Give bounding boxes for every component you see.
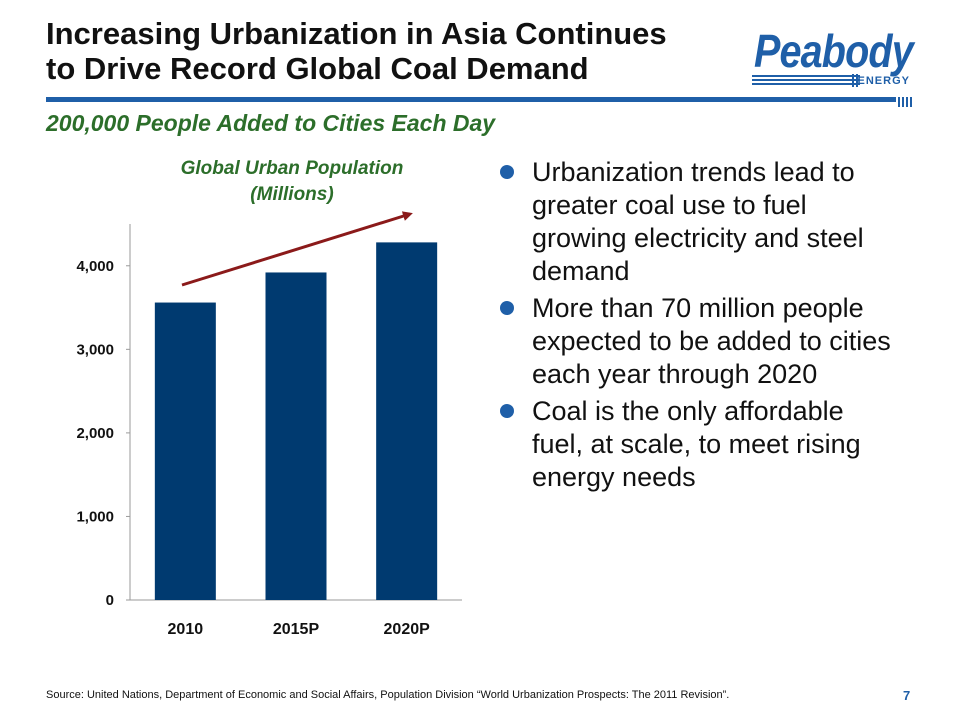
y-tick-label: 2,000 xyxy=(76,425,114,442)
chart-labels: 0 1,000 2,000 3,000 4,000 2010 2015P 2020P xyxy=(76,258,430,638)
bar-2015p xyxy=(265,272,327,600)
bullet-list: Urbanization trends lead to greater coal… xyxy=(498,156,898,498)
slide-title-line2: to Drive Record Global Coal Demand xyxy=(46,51,589,86)
bullet-text: More than 70 million people expected to … xyxy=(532,293,891,389)
bullet-dot-icon xyxy=(500,301,514,315)
header-rule-ticks-icon xyxy=(898,97,912,107)
bullet-item: Coal is the only affordable fuel, at sca… xyxy=(498,395,898,494)
logo-energy-text: ENERGY xyxy=(857,75,910,87)
logo-energy-bar: ENERGY xyxy=(752,74,916,88)
y-tick-label: 1,000 xyxy=(76,508,114,525)
chart-title-line2: (Millions) xyxy=(250,184,334,205)
x-tick-label: 2010 xyxy=(168,621,204,638)
source-note: Source: United Nations, Department of Ec… xyxy=(46,689,730,701)
slide-subtitle: 200,000 People Added to Cities Each Day xyxy=(46,110,496,136)
chart-title-line1: Global Urban Population xyxy=(180,158,404,179)
bar-2020p xyxy=(376,242,438,601)
peabody-logo: Peabody ENERGY xyxy=(748,25,918,90)
x-tick-label: 2020P xyxy=(384,621,431,638)
bullet-text: Urbanization trends lead to greater coal… xyxy=(532,157,864,286)
chart-bars xyxy=(154,242,438,601)
bar-chart: 0 1,000 2,000 3,000 4,000 2010 2015P 2020P xyxy=(76,211,462,638)
trend-arrow xyxy=(181,211,413,287)
bar-2010 xyxy=(154,302,216,600)
page-number: 7 xyxy=(903,688,911,703)
chart-title: Global Urban Population (Millions) xyxy=(120,156,464,208)
bullet-dot-icon xyxy=(500,165,514,179)
slide-title-line1: Increasing Urbanization in Asia Continue… xyxy=(46,16,667,51)
bullet-text: Coal is the only affordable fuel, at sca… xyxy=(532,396,861,492)
y-tick-label: 3,000 xyxy=(76,341,114,358)
slide-title: Increasing Urbanization in Asia Continue… xyxy=(46,16,746,86)
y-tick-label: 4,000 xyxy=(76,258,114,275)
bullet-item: More than 70 million people expected to … xyxy=(498,292,898,391)
bullet-item: Urbanization trends lead to greater coal… xyxy=(498,156,898,288)
logo-wordmark: Peabody xyxy=(754,25,914,77)
logo-stripes-icon xyxy=(752,74,860,87)
header-rule xyxy=(46,97,896,102)
y-tick-label: 0 xyxy=(106,592,114,609)
x-tick-label: 2015P xyxy=(273,621,320,638)
bullet-dot-icon xyxy=(500,404,514,418)
